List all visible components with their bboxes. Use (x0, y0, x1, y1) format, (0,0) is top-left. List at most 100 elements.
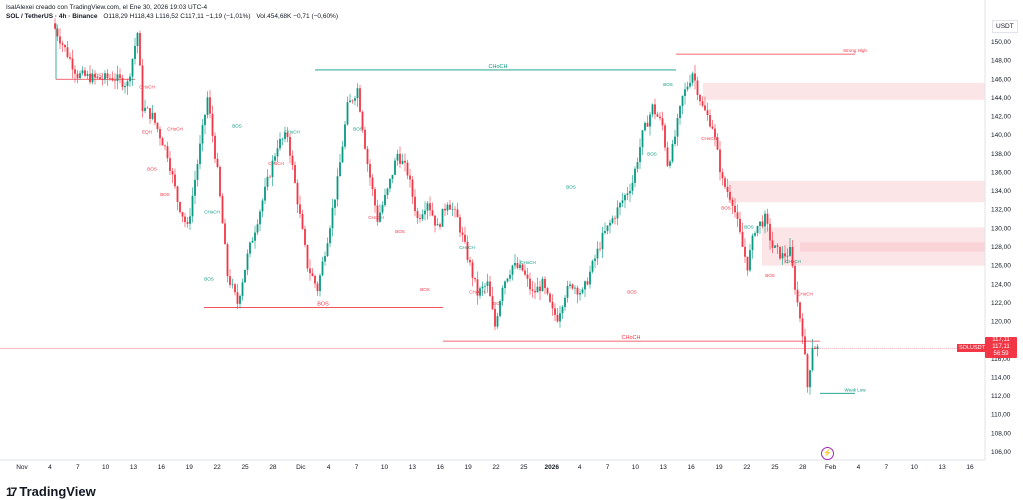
structure-tag: BOS (663, 82, 673, 87)
structure-tag: CHoCH (167, 127, 183, 132)
structure-tag: BOS (204, 277, 214, 282)
time-tick-label: 13 (660, 464, 668, 471)
candle-body (799, 302, 801, 319)
structure-tag: CHoCH (204, 209, 220, 214)
structure-tag: BOS (395, 229, 405, 234)
candle-body (266, 176, 269, 187)
candle-body (286, 132, 289, 138)
structure-tag: BOS (493, 301, 503, 306)
candle-body (526, 274, 529, 279)
candle-body (724, 178, 726, 187)
candle-body (111, 78, 114, 81)
price-tick-label: 108,00 (991, 430, 1011, 437)
choch-top-label: CHoCH (489, 64, 508, 70)
candle-body (86, 73, 89, 76)
candle-body (696, 80, 699, 96)
currency-selector[interactable]: USDT (992, 20, 1018, 33)
bos-left-label: BOS (90, 73, 102, 79)
candle-body (356, 88, 359, 99)
candle-body (746, 256, 749, 271)
candle-body (604, 231, 606, 233)
candle-body (389, 178, 391, 189)
tradingview-brand[interactable]: 17 TradingView (6, 484, 96, 499)
candle-body (79, 73, 81, 79)
candle-body (314, 276, 316, 284)
candle-body (566, 285, 569, 298)
candle-body (164, 145, 166, 147)
candle-body (434, 215, 436, 226)
candle-body (816, 346, 819, 349)
candle-body (331, 207, 334, 229)
candle-body (126, 81, 129, 87)
candle-body (706, 110, 709, 116)
candle-body (691, 73, 694, 83)
symbol-title[interactable]: SOL / TetherUS · 4h · Binance (6, 13, 98, 20)
candle-body (794, 266, 796, 290)
candle-body (499, 301, 501, 317)
candle-body (226, 244, 229, 277)
candle-body (374, 189, 376, 206)
supply-zone (728, 180, 985, 203)
candle-body (216, 158, 219, 167)
candle-body (101, 79, 104, 81)
candle-body (474, 277, 476, 280)
structure-tag: BOS (566, 184, 576, 189)
candle-body (84, 70, 86, 76)
candle-body (271, 160, 274, 178)
structure-tag: BOS (647, 152, 657, 157)
lightning-icon[interactable]: ⚡ (821, 447, 834, 460)
candle-body (71, 58, 74, 70)
candle-body (614, 218, 616, 219)
time-tick-label: 19 (465, 464, 473, 471)
candle-body (324, 256, 326, 262)
candle-body (114, 80, 116, 82)
candle-body (581, 289, 584, 293)
candle-body (589, 271, 591, 285)
candle-body (529, 278, 531, 290)
candle-body (346, 102, 349, 125)
candle-body (369, 164, 371, 178)
structure-tag: CHoCH (284, 129, 300, 134)
candle-body (66, 47, 69, 58)
candle-body (501, 287, 504, 302)
time-tick-label: 25 (241, 464, 249, 471)
price-tick-label: 112,00 (991, 393, 1011, 400)
candle-body (764, 213, 766, 227)
candle-body (134, 45, 136, 59)
candle-body (399, 153, 401, 164)
candle-body (644, 122, 646, 131)
candle-body (176, 186, 179, 202)
candle-body (461, 232, 464, 235)
time-tick-label: 28 (799, 464, 807, 471)
candle-body (249, 242, 251, 254)
candle-body (446, 204, 449, 211)
candle-body (239, 295, 241, 304)
candle-body (159, 129, 161, 139)
candle-body (261, 200, 264, 212)
candle-body (689, 82, 691, 87)
time-axis: Nov 4 7 10 13 16 19 22 25 28 Dic 4 7 10 13 16 19 22 25 2026… (16, 464, 974, 471)
candle-body (731, 199, 734, 206)
candle-body (476, 279, 479, 296)
candle-body (536, 286, 539, 293)
candle-body (259, 211, 261, 225)
candle-body (549, 293, 551, 302)
candle-body (534, 290, 536, 293)
candle-body (741, 231, 744, 247)
candle-body (451, 209, 454, 210)
candle-body (601, 232, 604, 250)
candle-body (524, 270, 526, 275)
candle-body (756, 225, 759, 234)
candle-body (264, 186, 266, 201)
candle-body (116, 74, 119, 82)
candle-body (624, 195, 626, 201)
candle-body (354, 98, 356, 101)
candle-body (811, 347, 814, 371)
candle-body (231, 284, 234, 285)
candle-body (396, 153, 399, 161)
strong-high-label: Strong High (843, 48, 867, 53)
time-tick-label: 22 (214, 464, 222, 471)
candle-body (299, 204, 301, 214)
candle-body (219, 166, 221, 197)
